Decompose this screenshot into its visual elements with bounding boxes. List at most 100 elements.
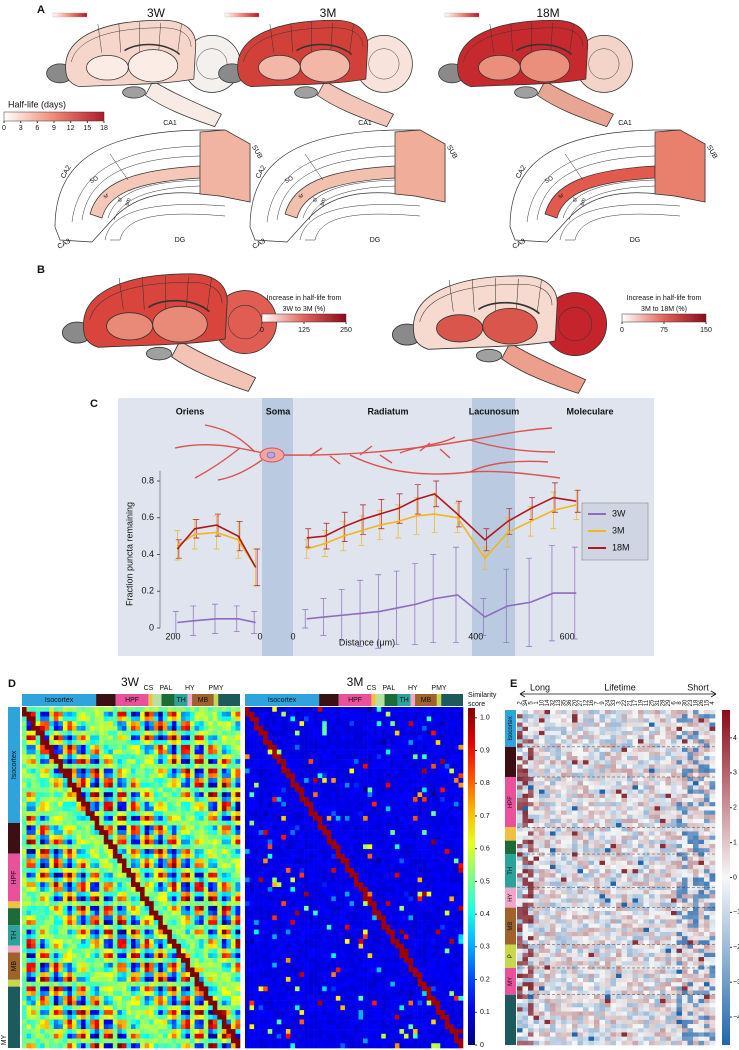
heatmap-cell	[158, 868, 164, 874]
heatmap-cell	[158, 773, 164, 779]
heatmap-cell	[58, 1033, 64, 1039]
heatmap-cell	[390, 787, 396, 793]
heatmap-cell	[53, 707, 59, 713]
heatmap-cell	[403, 735, 409, 741]
heatmap-cell	[112, 953, 118, 959]
heatmap-cell	[167, 924, 173, 930]
heatmap-cell	[453, 787, 459, 793]
heatmap-cell	[162, 773, 168, 779]
heatmap-cell	[290, 782, 296, 788]
dendrite	[379, 454, 393, 464]
heatmap-cell	[331, 792, 337, 798]
heatmap-cell	[440, 711, 446, 717]
heatmap-cell	[267, 730, 273, 736]
heatmap-cell	[171, 1033, 177, 1039]
thalamus	[299, 49, 351, 83]
heatmap-cell	[294, 815, 300, 821]
heatmap-cell	[40, 1029, 46, 1035]
heatmap-cell	[199, 1014, 204, 1020]
heatmap-cell	[99, 749, 105, 755]
heatmap-cell	[226, 905, 232, 911]
heatmap-cell	[208, 929, 214, 935]
heatmap-cell	[40, 1000, 46, 1006]
heatmap-cell	[440, 806, 446, 812]
heatmap-cell	[235, 929, 241, 935]
heatmap-cell	[199, 820, 204, 826]
colorbar-tick-label: 0	[2, 125, 6, 132]
heatmap-cell	[249, 711, 255, 717]
heatmap-cell	[131, 877, 136, 883]
heatmap-cell	[308, 749, 314, 755]
heatmap-cell	[112, 744, 118, 750]
heatmap-cell	[22, 939, 27, 945]
heatmap-cell	[221, 991, 227, 997]
heatmap-cell	[208, 725, 214, 731]
heatmap-cell	[149, 962, 155, 968]
heatmap-cell	[263, 716, 269, 722]
heatmap-cell	[290, 749, 296, 755]
heatmap-cell	[126, 915, 132, 921]
heatmap-cell	[62, 716, 68, 722]
heatmap-cell	[185, 1043, 191, 1049]
heatmap-cell	[322, 749, 328, 755]
heatmap-cell	[140, 730, 145, 736]
region-border	[177, 23, 182, 53]
heatmap-cell	[99, 849, 105, 855]
heatmap-cell	[44, 716, 50, 722]
heatmap-cell	[453, 811, 459, 817]
heatmap-cell	[180, 744, 186, 750]
heatmap-cell	[230, 820, 236, 826]
heatmap-cell	[94, 905, 100, 911]
heatmap-cell	[135, 962, 141, 968]
heatmap-cell	[185, 863, 191, 869]
heatmap-cell	[453, 778, 459, 784]
heatmap-cell	[90, 759, 95, 765]
heatmap-cell	[103, 1005, 109, 1011]
heatmap-cell	[453, 735, 459, 741]
heatmap-cell	[153, 725, 159, 731]
heatmap-cell	[94, 877, 100, 883]
heatmap-cell	[453, 806, 459, 812]
heatmap-cell	[226, 981, 232, 987]
heatmap-cell	[121, 1014, 127, 1020]
heatmap-cell	[358, 749, 364, 755]
heatmap-cell	[44, 744, 50, 750]
heatmap-cell	[94, 882, 100, 888]
heatmap-cell	[313, 811, 318, 817]
heatmap-cell	[394, 754, 400, 760]
heatmap-cell	[185, 749, 191, 755]
hippocampus	[478, 301, 540, 315]
heatmap-cell	[185, 943, 191, 949]
heatmap-cell	[103, 763, 109, 769]
heatmap-cell	[153, 815, 159, 821]
heatmap-cell	[62, 905, 68, 911]
layer-label: Radiatum	[367, 406, 408, 416]
heatmap-cell	[49, 1038, 55, 1044]
heatmap-cell	[254, 768, 259, 774]
heatmap-cell	[108, 740, 114, 746]
heatmap-cell	[31, 721, 36, 727]
heatmap-cell	[440, 759, 446, 765]
heatmap-cell	[217, 981, 223, 987]
heatmap-cell	[217, 934, 223, 940]
heatmap-cell	[103, 759, 109, 765]
heatmap-cell	[31, 1038, 36, 1044]
heatmap-cell	[58, 991, 64, 997]
heatmap-cell	[67, 811, 73, 817]
heatmap-cell	[340, 773, 346, 779]
heatmap-cell	[167, 995, 173, 1001]
heatmap-cell	[31, 707, 36, 713]
heatmap-cell	[158, 759, 164, 765]
heatmap-cell	[67, 768, 73, 774]
heatmap-cell	[290, 796, 296, 803]
heatmap-cell	[108, 839, 114, 845]
heatmap-cell	[208, 849, 214, 855]
heatmap-cell	[299, 801, 305, 807]
heatmap-cell	[81, 820, 86, 826]
heatmap-cell	[53, 868, 59, 874]
hippocampus-label: SUB	[250, 144, 263, 160]
heatmap-cell	[167, 872, 173, 878]
heatmap-cell	[344, 792, 350, 798]
heatmap-cell	[131, 948, 136, 954]
heatmap-cell	[22, 782, 27, 788]
